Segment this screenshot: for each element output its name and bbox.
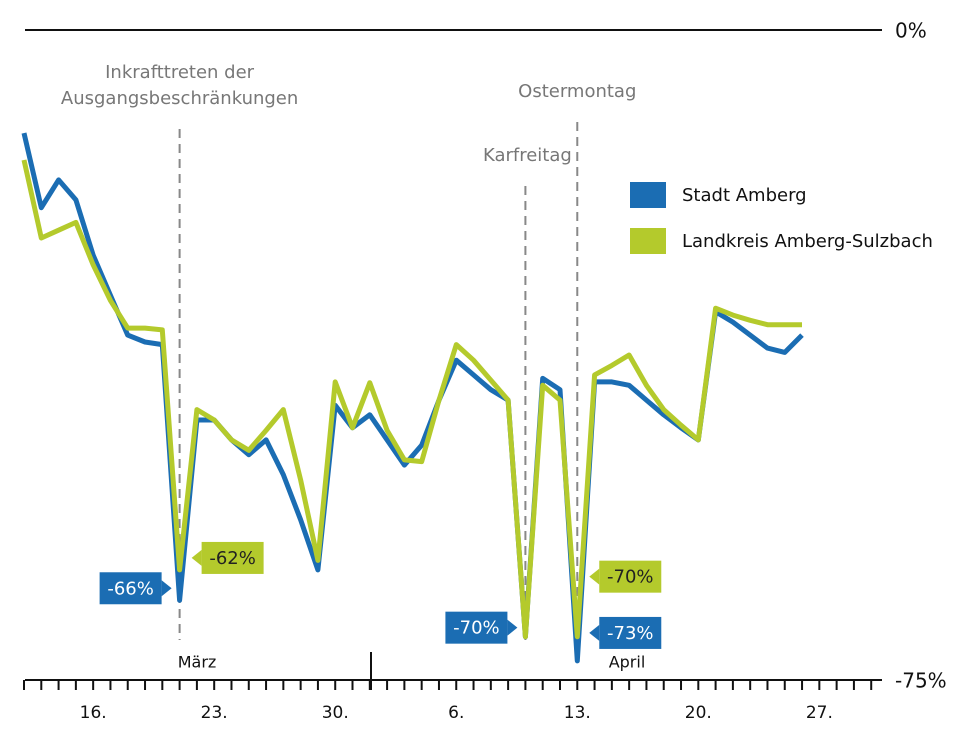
value-label: -70% — [453, 618, 500, 639]
x-tick-label: 23. — [201, 703, 228, 723]
month-label: März — [178, 653, 217, 672]
value-label: -73% — [607, 623, 654, 644]
value-label-box — [201, 541, 264, 574]
series-line — [21, 159, 802, 640]
value-label-box — [599, 560, 662, 593]
x-tick-label: 20. — [685, 703, 712, 723]
value-label: -62% — [209, 548, 256, 569]
legend-swatch — [630, 228, 666, 254]
value-label-box — [599, 616, 662, 649]
event-label: Ausgangsbeschränkungen — [61, 88, 298, 109]
y-tick-label: -75% — [895, 669, 947, 693]
x-tick-label: 27. — [806, 703, 833, 723]
y-tick-label: 0% — [895, 19, 927, 43]
value-label-pointer — [191, 549, 202, 566]
series-line — [21, 132, 804, 664]
month-label: April — [609, 653, 646, 672]
legend-label: Stadt Amberg — [682, 185, 807, 206]
event-label: Inkrafttreten der — [105, 62, 255, 83]
value-label-pointer — [507, 619, 518, 636]
x-tick-label: 13. — [564, 703, 591, 723]
value-label-pointer — [589, 568, 600, 585]
value-label-pointer — [161, 580, 172, 597]
value-label-pointer — [589, 624, 600, 641]
event-label: Ostermontag — [518, 81, 636, 102]
x-tick-label: 30. — [322, 703, 349, 723]
legend-swatch — [630, 182, 666, 208]
event-label: Karfreitag — [483, 145, 572, 166]
value-label: -70% — [607, 567, 654, 588]
x-tick-label: 16. — [80, 703, 107, 723]
value-label: -66% — [107, 578, 154, 599]
value-label-box — [445, 611, 508, 644]
legend-label: Landkreis Amberg-Sulzbach — [682, 231, 933, 252]
x-tick-label: 6. — [448, 703, 464, 723]
value-label-box — [99, 572, 162, 605]
